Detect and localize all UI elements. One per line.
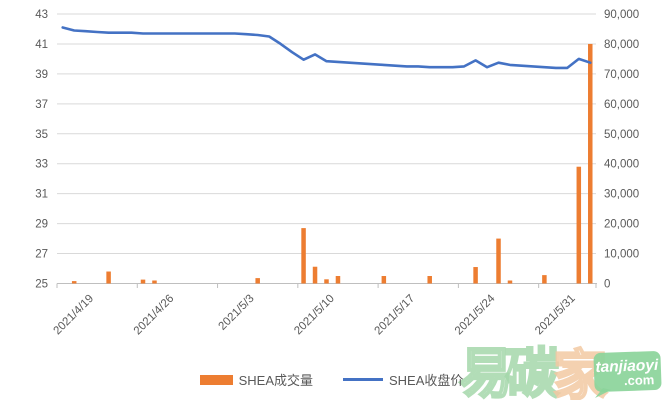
left-axis-label: 25	[35, 279, 48, 291]
x-axis-label: 2021/5/17	[373, 293, 418, 338]
x-axis-label: 2021/4/26	[132, 293, 177, 338]
left-axis-label: 41	[35, 39, 48, 51]
left-axis-label: 35	[35, 129, 48, 141]
x-axis-label: 2021/5/10	[292, 293, 337, 338]
legend-item-volume[interactable]: SHEA成交量	[199, 370, 313, 389]
volume-bar[interactable]	[588, 43, 593, 284]
combo-chart: 25 27 29 31 33 35 37 39 41 43 0 10,000 20,000 30,000 4…	[35, 9, 639, 338]
left-axis-label: 33	[35, 159, 48, 171]
left-axis-label: 29	[35, 219, 48, 231]
volume-legend-label: SHEA成交量	[238, 373, 313, 388]
right-axis-label: 0	[604, 279, 610, 291]
volume-bar[interactable]	[140, 279, 146, 284]
watermark-char-tan: 碳	[505, 344, 560, 400]
chart-legend: SHEA成交量 SHEA收盘价	[0, 370, 663, 389]
volume-bar[interactable]	[312, 266, 318, 284]
right-axis-label: 80,000	[604, 39, 639, 51]
left-axis-label: 39	[35, 69, 48, 81]
x-axis-label: 2021/5/3	[217, 293, 257, 333]
price-legend-label: SHEA收盘价	[389, 373, 464, 388]
volume-legend-swatch	[199, 374, 233, 385]
volume-bar[interactable]	[427, 276, 432, 284]
volume-bar[interactable]	[496, 238, 501, 284]
watermark-badge-com: .com	[624, 372, 655, 388]
volume-bar[interactable]	[106, 271, 111, 284]
volume-bar[interactable]	[324, 279, 329, 284]
right-axis-label: 50,000	[604, 129, 639, 141]
right-axis-label: 40,000	[604, 159, 639, 171]
left-axis-label: 27	[35, 249, 48, 261]
watermark-char-yi: 易	[459, 344, 513, 400]
volume-bar[interactable]	[542, 275, 547, 284]
volume-bar[interactable]	[507, 280, 513, 284]
price-line[interactable]	[61, 26, 592, 70]
volume-bar[interactable]	[71, 281, 77, 284]
legend-item-price[interactable]: SHEA收盘价	[343, 370, 463, 389]
x-axis-label: 2021/4/19	[51, 293, 96, 338]
watermark-badge-tail	[595, 388, 611, 398]
volume-bar[interactable]	[152, 280, 157, 284]
volume-bar[interactable]	[301, 228, 306, 284]
right-axis-label: 70,000	[604, 69, 639, 81]
watermark-badge-name: tanjiaoyi	[595, 357, 659, 376]
volume-bar[interactable]	[335, 276, 341, 284]
left-axis-label: 31	[35, 189, 48, 201]
right-axis-label: 90,000	[604, 9, 639, 21]
right-axis-label: 20,000	[604, 219, 639, 231]
volume-bar[interactable]	[473, 267, 478, 284]
price-legend-swatch	[343, 377, 383, 382]
volume-bar[interactable]	[576, 166, 582, 284]
right-axis-label: 10,000	[604, 249, 639, 261]
left-axis-label: 43	[35, 9, 48, 21]
watermark-badge	[593, 351, 662, 392]
right-axis-label: 30,000	[604, 189, 639, 201]
left-axis-label: 37	[35, 99, 48, 111]
right-axis-label: 60,000	[604, 99, 639, 111]
volume-bar[interactable]	[381, 276, 387, 284]
volume-bar[interactable]	[255, 278, 260, 284]
